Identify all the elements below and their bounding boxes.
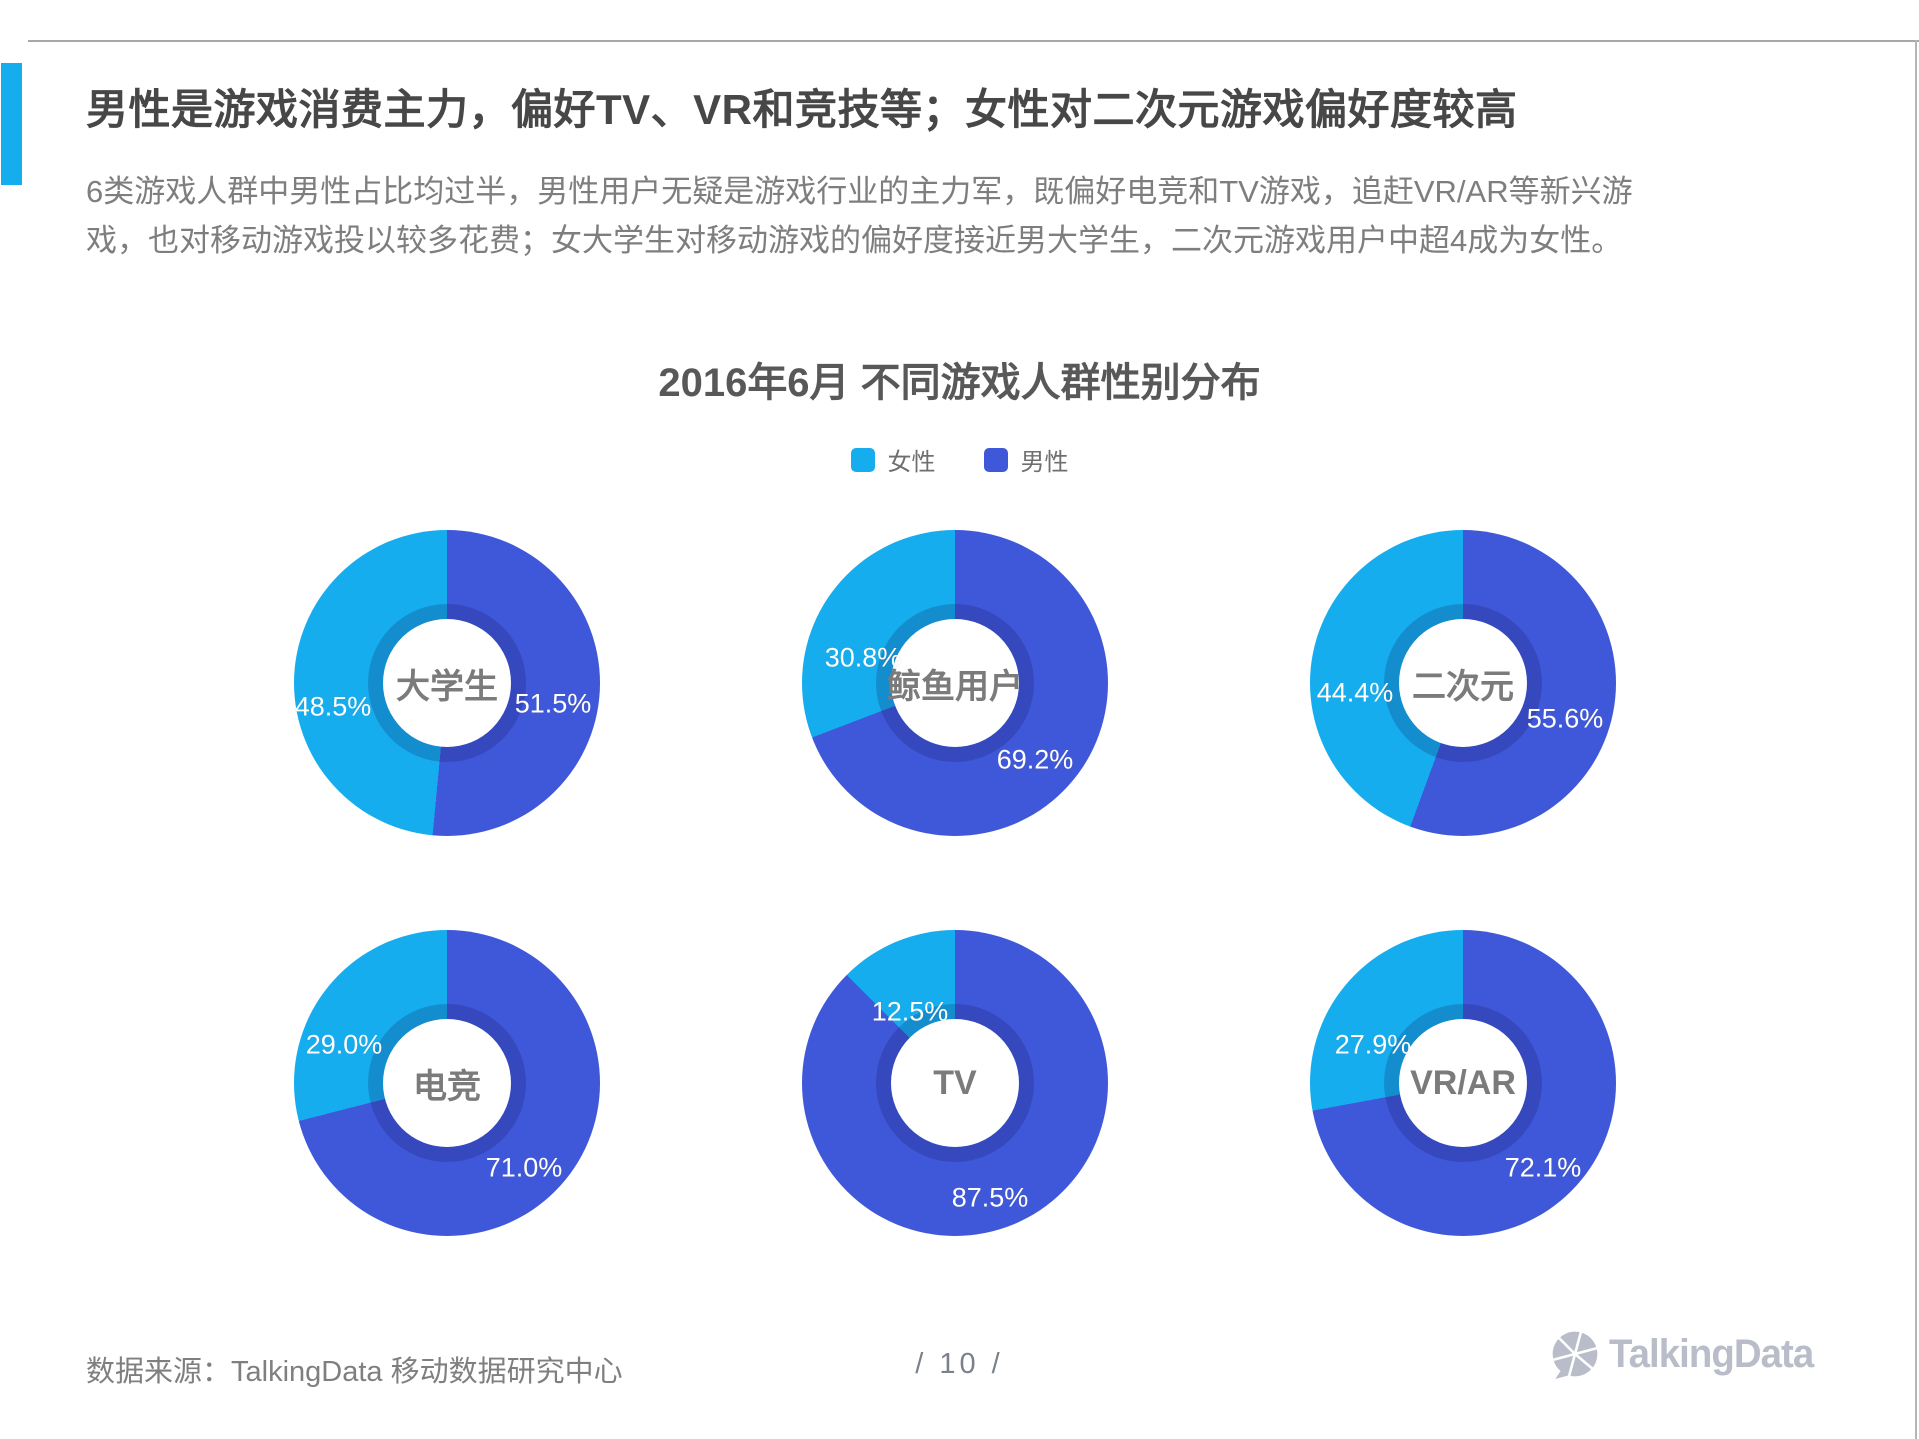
male-color-swatch: [983, 447, 1008, 472]
male-pct-label: 51.5%: [514, 688, 592, 719]
female-pct-label: 27.9%: [1334, 1029, 1412, 1060]
slide-right-border: [1915, 40, 1917, 1439]
donut-center-label: 鲸鱼用户: [887, 667, 1023, 706]
donut-chart-4: TV 12.5% 87.5%: [802, 930, 1108, 1236]
talkingdata-logo-text: TalkingData: [1609, 1331, 1814, 1376]
talkingdata-logo: TalkingData: [1549, 1328, 1822, 1380]
donut-chart-0: 大学生 48.5% 51.5%: [294, 530, 600, 836]
male-pct-label: 71.0%: [485, 1152, 563, 1183]
donut-hole: [383, 619, 511, 747]
male-pct-label: 72.1%: [1504, 1152, 1582, 1183]
donut-chart-5: VR/AR 27.9% 72.1%: [1310, 930, 1616, 1236]
male-pct-label: 87.5%: [951, 1182, 1029, 1213]
donut-hole: [891, 619, 1019, 747]
slide-top-border: [28, 40, 1919, 42]
male-pct-label: 55.6%: [1526, 703, 1604, 734]
legend-item-male: 男性: [983, 442, 1069, 477]
donut-center-label: VR/AR: [1410, 1063, 1516, 1102]
donut-chart-2: 二次元 44.4% 55.6%: [1310, 530, 1616, 836]
summary-text: 6类游戏人群中男性占比均过半，男性用户无疑是游戏行业的主力军，既偏好电竞和TV游…: [86, 167, 1633, 265]
donut-hole: [891, 1019, 1019, 1147]
chart-legend: 女性 男性: [0, 442, 1919, 477]
female-pct-label: 29.0%: [305, 1029, 383, 1060]
legend-label-male: 男性: [1020, 449, 1069, 476]
donut-hole: [383, 1019, 511, 1147]
talkingdata-logo-icon: [1552, 1331, 1598, 1379]
donut-hole: [1399, 1019, 1527, 1147]
summary-line-2: 戏，也对移动游戏投以较多花费；女大学生对移动游戏的偏好度接近男大学生，二次元游戏…: [86, 223, 1623, 258]
male-pct-label: 69.2%: [996, 744, 1074, 775]
donut-center-label: 二次元: [1412, 667, 1514, 706]
female-pct-label: 48.5%: [294, 691, 372, 722]
donut-center-label: 大学生: [396, 667, 498, 706]
donut-center-label: 电竞: [413, 1067, 481, 1106]
donut-chart-1: 鲸鱼用户 30.8% 69.2%: [802, 530, 1108, 836]
page-title: 男性是游戏消费主力，偏好TV、VR和竞技等；女性对二次元游戏偏好度较高: [86, 86, 1518, 133]
donut-hole: [1399, 619, 1527, 747]
title-accent-bar: [1, 63, 22, 185]
legend-label-female: 女性: [887, 449, 936, 476]
donut-chart-3: 电竞 29.0% 71.0%: [294, 930, 600, 1236]
legend-item-female: 女性: [850, 442, 936, 477]
chart-title: 2016年6月 不同游戏人群性别分布: [658, 361, 1261, 405]
female-pct-label: 44.4%: [1316, 677, 1394, 708]
data-source: 数据来源：TalkingData 移动数据研究中心: [86, 1356, 623, 1388]
page-indicator: / 10 /: [915, 1348, 1004, 1380]
summary-line-1: 6类游戏人群中男性占比均过半，男性用户无疑是游戏行业的主力军，既偏好电竞和TV游…: [86, 174, 1633, 209]
donut-center-label: TV: [933, 1063, 977, 1102]
female-pct-label: 30.8%: [824, 642, 902, 673]
female-color-swatch: [850, 447, 875, 472]
female-pct-label: 12.5%: [871, 996, 949, 1027]
